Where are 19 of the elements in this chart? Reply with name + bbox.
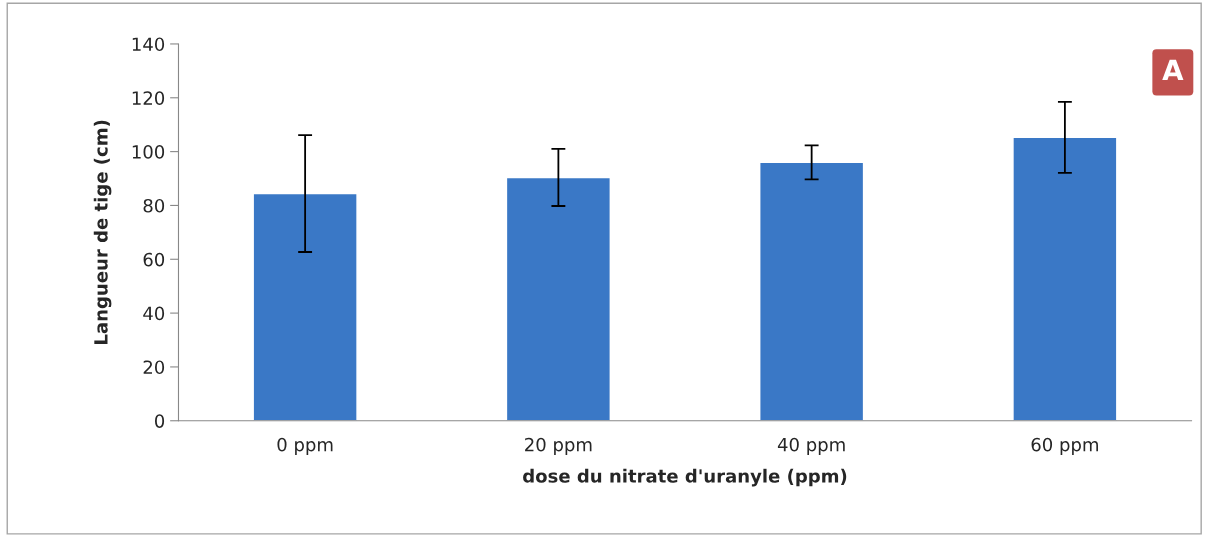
x-tick-label: 40 ppm bbox=[777, 437, 845, 455]
y-axis-title: Langueur de tige (cm) bbox=[93, 120, 112, 344]
bar bbox=[252, 192, 358, 421]
y-tick-label: 140 bbox=[132, 37, 165, 52]
y-tick-label: 20 bbox=[143, 360, 165, 375]
bar bbox=[505, 176, 611, 421]
annotation: A bbox=[1162, 59, 1184, 81]
y-tick-label: 120 bbox=[132, 91, 165, 105]
bar bbox=[759, 161, 865, 421]
x-tick-label: 20 ppm bbox=[525, 437, 592, 455]
x-tick-label: 0 ppm bbox=[277, 437, 333, 455]
bar bbox=[1012, 136, 1118, 421]
y-tick-label: 100 bbox=[132, 145, 165, 159]
y-tick-label: 40 bbox=[143, 306, 165, 321]
x-tick-label: 60 ppm bbox=[1031, 437, 1098, 455]
x-axis-title: dose du nitrate d'uranyle (ppm) bbox=[523, 468, 847, 487]
y-tick-label: 80 bbox=[143, 198, 165, 213]
y-tick-label: 60 bbox=[143, 252, 165, 267]
y-tick-label: 0 bbox=[155, 414, 165, 428]
